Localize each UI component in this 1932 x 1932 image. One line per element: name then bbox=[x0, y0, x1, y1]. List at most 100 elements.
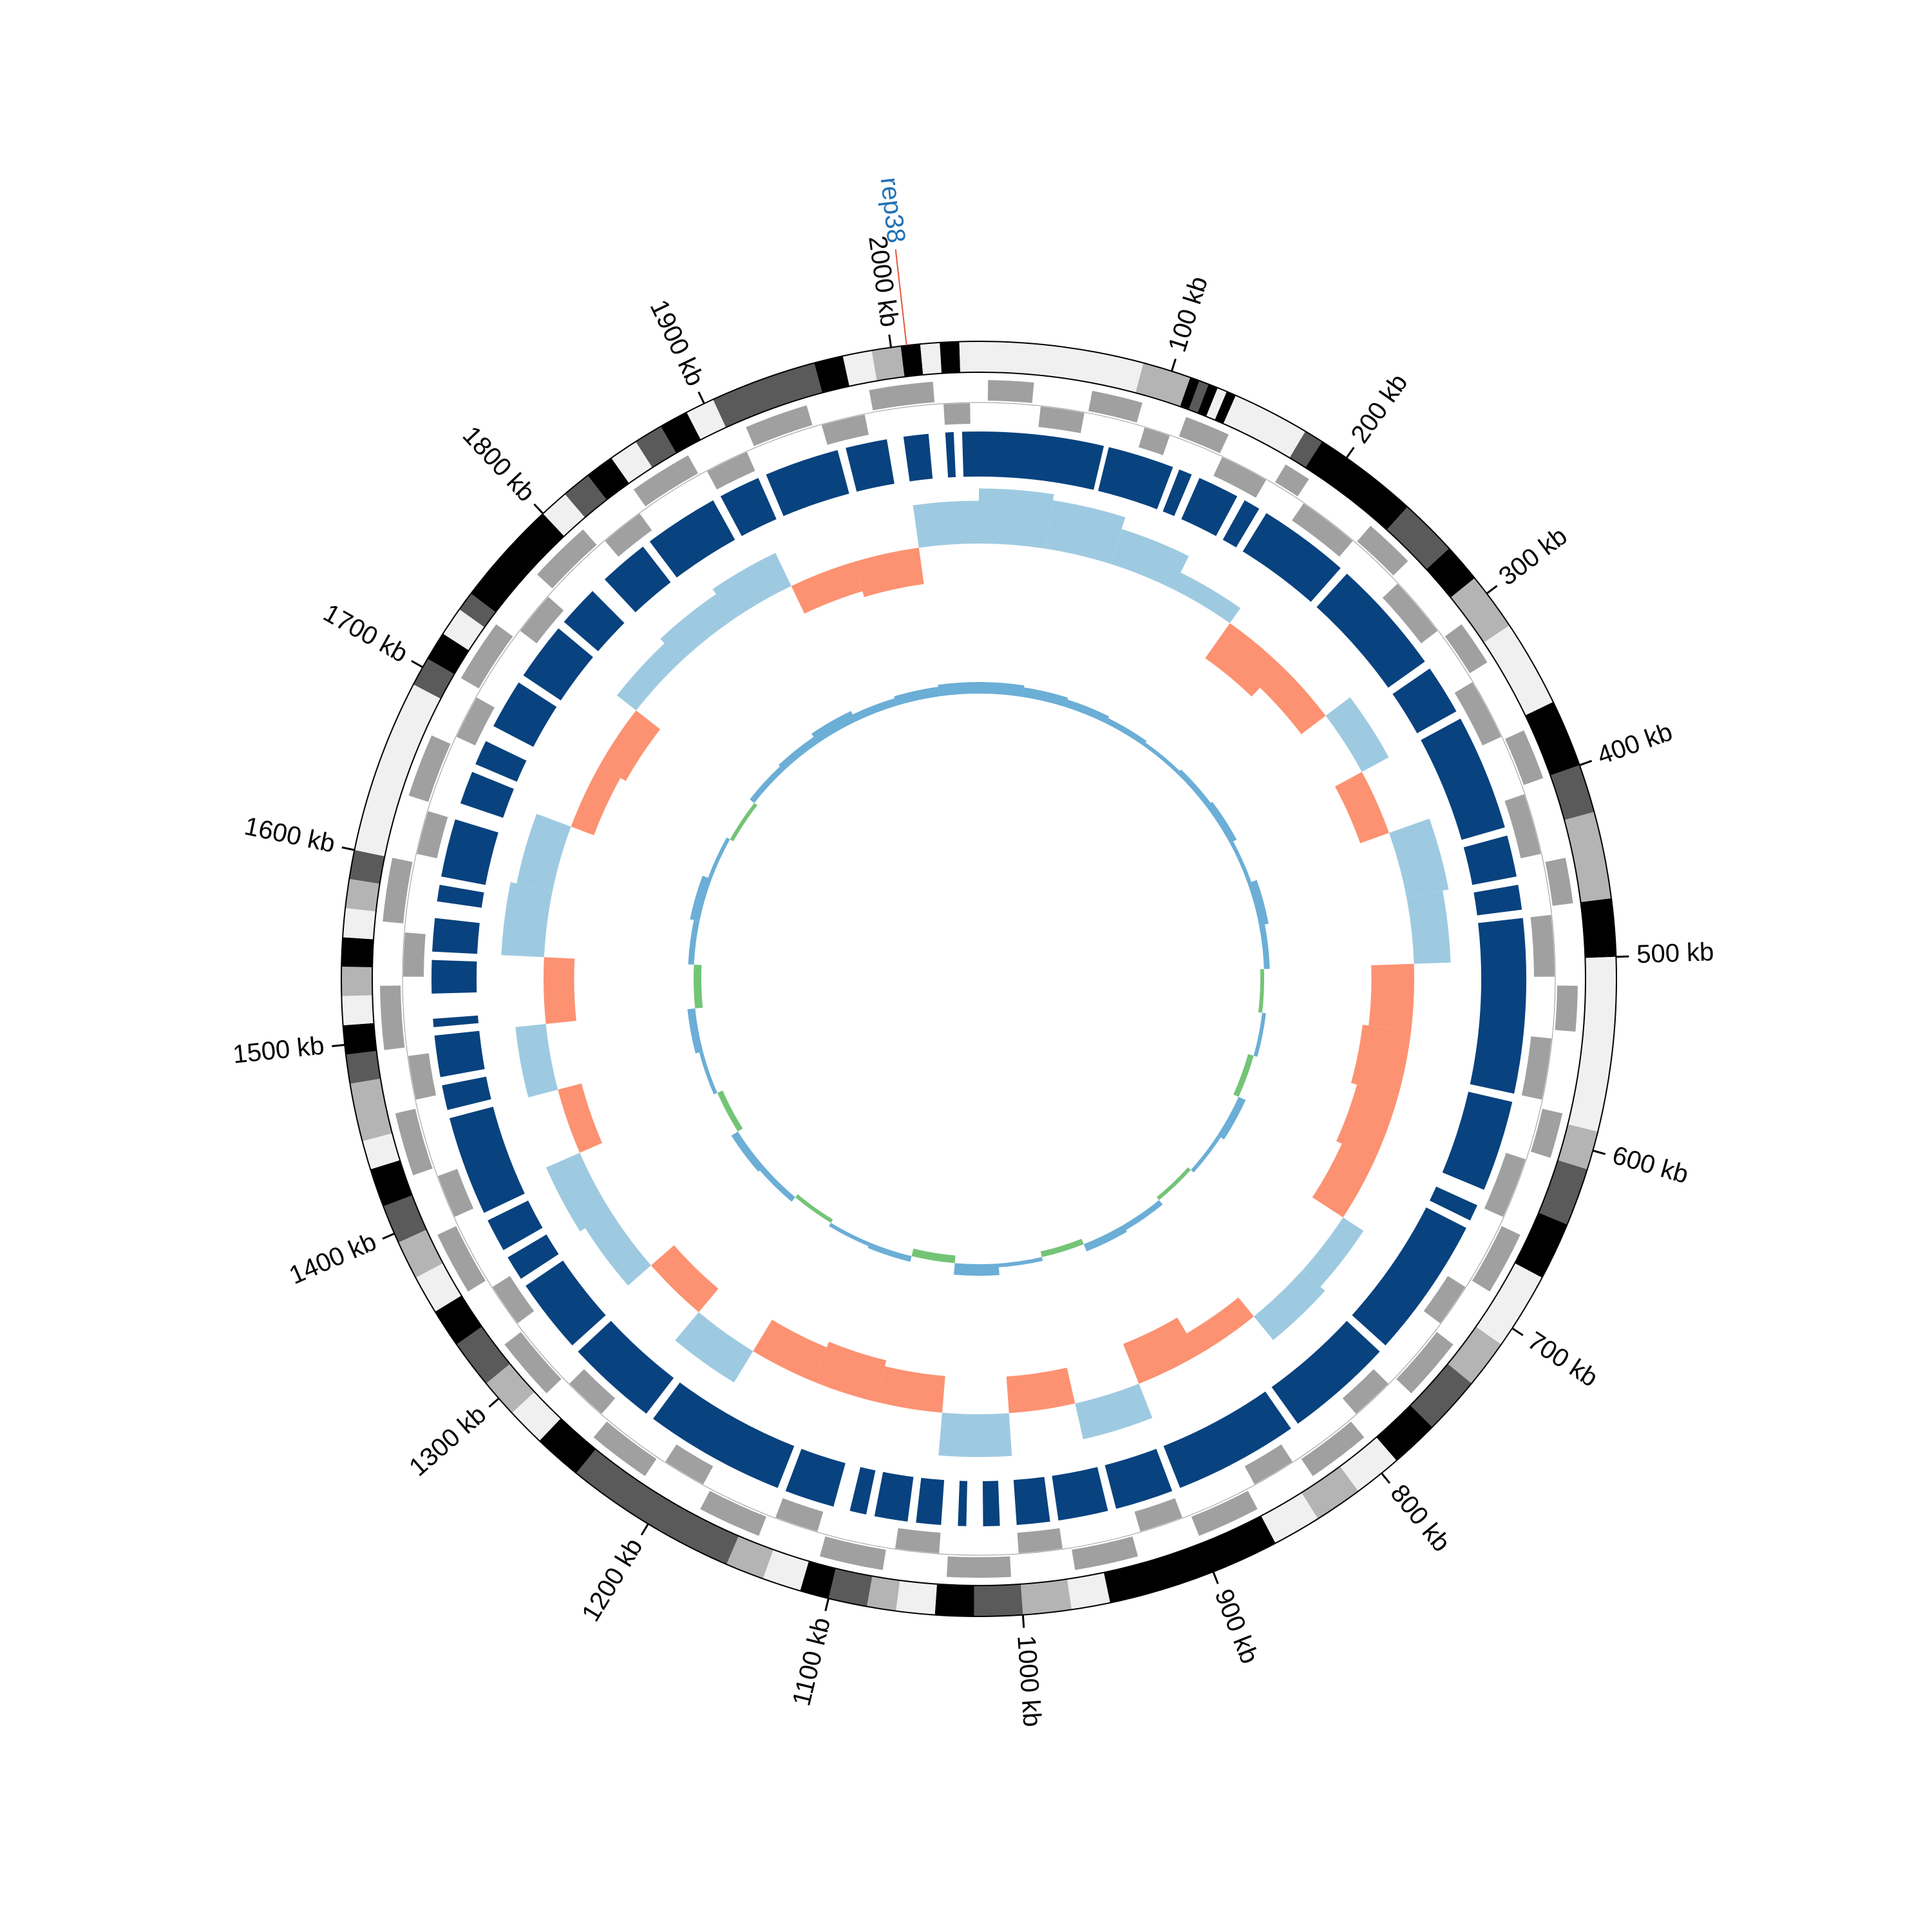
gc-bar bbox=[731, 1132, 764, 1172]
block bbox=[493, 682, 557, 747]
gene bbox=[1423, 1276, 1466, 1323]
gene bbox=[380, 985, 405, 1050]
gc-bar bbox=[894, 687, 940, 706]
ideogram-band bbox=[383, 1195, 427, 1243]
block bbox=[1470, 918, 1527, 1094]
skew-bar bbox=[1336, 1084, 1399, 1159]
tick-mark bbox=[824, 1598, 829, 1611]
gc-bar bbox=[954, 1263, 999, 1276]
ideogram-band bbox=[486, 1363, 535, 1414]
gc-bar bbox=[1157, 1167, 1191, 1200]
gene bbox=[1017, 1528, 1063, 1553]
gene bbox=[605, 513, 652, 557]
tick-label: 1400 kb bbox=[285, 1227, 381, 1290]
block bbox=[961, 431, 979, 477]
block bbox=[1013, 1477, 1050, 1525]
block bbox=[916, 1477, 945, 1525]
block bbox=[1222, 500, 1260, 548]
gene bbox=[947, 1556, 1011, 1578]
tick-label: 2000 kb bbox=[863, 234, 904, 328]
tick-mark bbox=[1616, 955, 1629, 958]
block bbox=[1429, 1186, 1477, 1221]
gene bbox=[895, 1528, 941, 1553]
tick-label: 1500 kb bbox=[231, 1031, 325, 1068]
gc-bar bbox=[1233, 1054, 1254, 1097]
annotation-label: rep38 bbox=[875, 176, 911, 245]
gene bbox=[1484, 1153, 1526, 1217]
ideogram-band bbox=[413, 658, 455, 699]
block bbox=[766, 450, 849, 516]
gc-bar bbox=[750, 766, 784, 803]
skew-bar bbox=[571, 766, 621, 835]
gc-bar bbox=[688, 920, 700, 965]
gene bbox=[1292, 503, 1353, 557]
tick-label: 1800 kb bbox=[457, 421, 540, 507]
tick-label: 1200 kb bbox=[576, 1533, 648, 1627]
tick-mark bbox=[888, 334, 893, 348]
tick-mark bbox=[640, 1523, 649, 1536]
gene bbox=[819, 1536, 886, 1570]
gc-bar bbox=[699, 1051, 717, 1095]
block bbox=[432, 918, 480, 954]
gene bbox=[1038, 406, 1084, 433]
ideogram-band bbox=[1450, 578, 1510, 643]
block bbox=[1392, 668, 1457, 734]
ideogram-band bbox=[346, 1050, 381, 1084]
tick-mark bbox=[1579, 760, 1593, 766]
ideogram-band bbox=[1066, 1572, 1110, 1610]
gene bbox=[1444, 624, 1488, 674]
ideogram-band bbox=[341, 995, 374, 1026]
block bbox=[475, 741, 527, 782]
block bbox=[649, 500, 735, 578]
gc-bar bbox=[979, 682, 1025, 697]
tick-mark bbox=[1345, 446, 1355, 459]
gene bbox=[569, 1369, 616, 1414]
ideogram-band bbox=[828, 1568, 873, 1607]
block bbox=[1421, 718, 1505, 840]
gc-bar bbox=[1040, 1238, 1084, 1258]
gene bbox=[1072, 1536, 1139, 1570]
gene bbox=[1382, 583, 1438, 643]
block bbox=[1052, 1466, 1108, 1520]
gene bbox=[746, 405, 813, 446]
skew-bar bbox=[791, 562, 863, 614]
block bbox=[437, 884, 484, 908]
tick-label: 500 kb bbox=[1636, 938, 1715, 969]
gene bbox=[1139, 427, 1170, 455]
block bbox=[1316, 573, 1425, 688]
gene bbox=[987, 380, 1034, 403]
skew-bar bbox=[675, 1312, 753, 1383]
tick-mark bbox=[488, 1397, 500, 1408]
block bbox=[1352, 1207, 1466, 1346]
tick-label: 400 kb bbox=[1594, 717, 1676, 770]
ideogram-band bbox=[1525, 701, 1580, 776]
gene bbox=[707, 451, 755, 490]
gene bbox=[1530, 914, 1555, 977]
block bbox=[578, 1321, 674, 1414]
tick-label: 1900 kb bbox=[645, 296, 710, 390]
gene bbox=[1545, 858, 1573, 906]
gene bbox=[492, 1276, 535, 1323]
block bbox=[1242, 513, 1341, 602]
gene bbox=[1504, 794, 1541, 858]
tick-label: 100 kb bbox=[1163, 273, 1213, 355]
skew-bar bbox=[913, 500, 979, 548]
tick-mark bbox=[332, 1043, 345, 1048]
skew-bar bbox=[1006, 1367, 1075, 1414]
gene bbox=[408, 1053, 437, 1100]
tick-mark bbox=[1170, 358, 1177, 372]
ideogram-band bbox=[636, 426, 677, 468]
gene bbox=[417, 811, 448, 858]
ideogram-band bbox=[1215, 391, 1236, 424]
ideogram-band bbox=[896, 1580, 937, 1615]
ideogram-band bbox=[1550, 765, 1595, 820]
block bbox=[903, 433, 933, 482]
ideogram-band bbox=[1197, 384, 1218, 417]
block bbox=[958, 1481, 968, 1526]
block bbox=[1442, 1092, 1513, 1190]
tick-mark bbox=[1381, 1472, 1391, 1484]
tick-label: 1600 kb bbox=[242, 812, 337, 858]
skew-bar bbox=[599, 710, 661, 781]
skew-bar bbox=[938, 1412, 1012, 1457]
